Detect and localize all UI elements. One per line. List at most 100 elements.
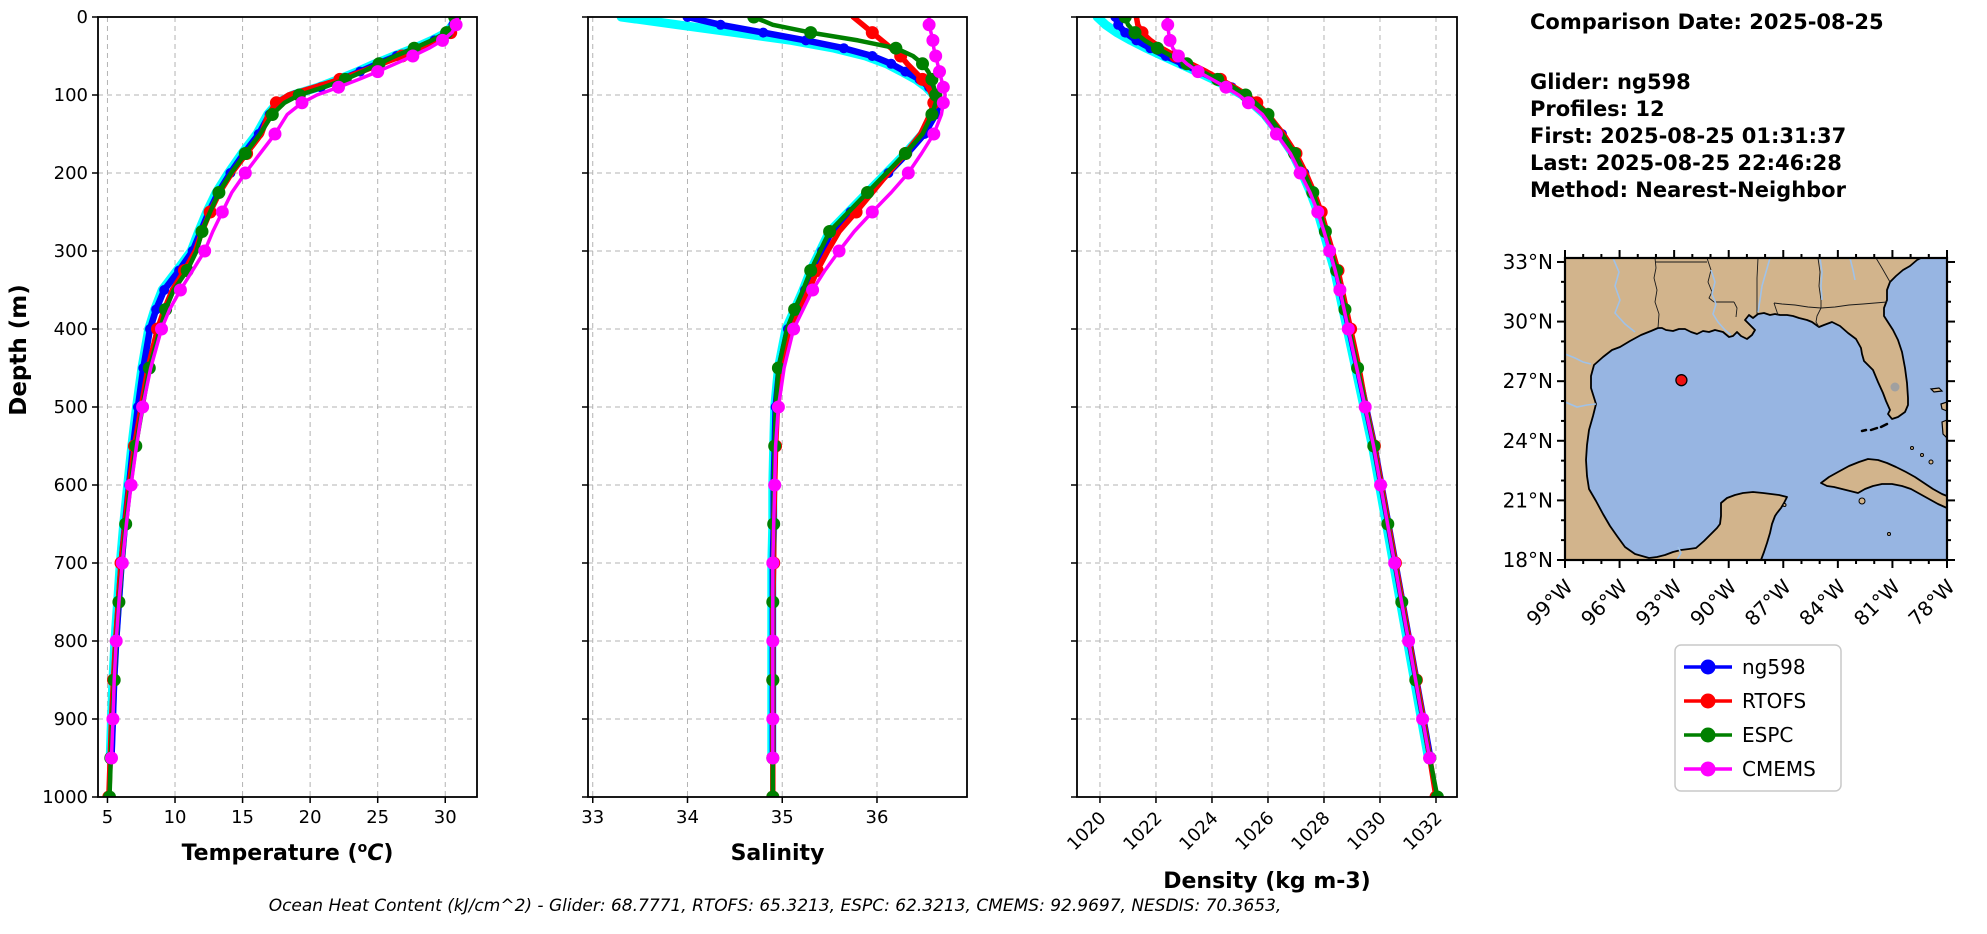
data-point [1191, 65, 1205, 79]
ohc-note: Ocean Heat Content (kJ/cm^2) - Glider: 6… [268, 896, 1282, 916]
map-lon-label: 93°W [1631, 574, 1687, 630]
x-tick-label: 1028 [1287, 808, 1334, 855]
data-point [916, 72, 929, 86]
map-lon-label: 81°W [1849, 574, 1905, 630]
ng598-markers [106, 17, 462, 763]
data-point [371, 65, 385, 79]
data-point [929, 49, 943, 63]
data-point [1241, 96, 1255, 110]
CMEMS-line [1165, 17, 1432, 760]
x-tick-label: 1020 [1063, 808, 1110, 855]
data-point [238, 147, 252, 160]
data-point [886, 58, 897, 69]
map-lat-label: 21°N [1503, 488, 1553, 512]
data-point [766, 751, 780, 765]
data-point [1430, 790, 1444, 797]
data-point [1269, 127, 1283, 141]
data-point [265, 108, 279, 121]
x-tick-label: 1026 [1231, 808, 1278, 855]
data-point [115, 556, 129, 570]
map-lat-labels: 33°N 30°N 27°N 24°N 21°N 18°N [1503, 250, 1553, 572]
comparison-date-text: Comparison Date: 2025-08-25 [1530, 10, 1884, 34]
RTOFS-markers [102, 26, 458, 797]
data-point [766, 634, 780, 648]
map-island [1782, 503, 1787, 507]
data-point [865, 26, 879, 40]
map-island [1887, 532, 1891, 536]
data-point [715, 19, 726, 30]
data-point [1388, 556, 1402, 570]
map-island [1920, 453, 1924, 457]
y-tick-label: 100 [54, 85, 88, 106]
density-series [1092, 17, 1444, 797]
y-tick-label: 1000 [42, 787, 88, 808]
x-tick-label: 36 [866, 807, 889, 828]
density-ticks [1071, 16, 1437, 803]
map-state-border [1773, 302, 1822, 309]
map-state-border [1820, 301, 1888, 309]
data-point [747, 17, 761, 24]
data-point [103, 790, 116, 797]
ng598-legend-label: ng598 [1742, 655, 1806, 679]
data-point [927, 127, 941, 141]
gulf-map: 33°N 30°N 27°N 24°N 21°N 18°N99°W96°W93°W90°W… [1503, 250, 1960, 631]
data-point [865, 205, 879, 219]
x-tick-label: 1022 [1119, 808, 1166, 855]
data-point [766, 712, 780, 726]
map-island-bahamas [1941, 419, 1947, 439]
data-point [268, 127, 282, 141]
ng598-markers [682, 17, 945, 763]
salinity-series [616, 17, 950, 797]
data-point [674, 20, 682, 29]
temperature-axis-label: Temperature (oC) [182, 840, 394, 866]
map-lat-label: 24°N [1503, 429, 1553, 453]
x-tick-label: 35 [771, 807, 794, 828]
data-point [136, 400, 150, 414]
x-tick-label: 5 [102, 807, 113, 828]
y-tick-label: 0 [77, 7, 88, 28]
temperature-ticks [92, 16, 446, 803]
map-island [1910, 446, 1914, 450]
last-time-text: Last: 2025-08-25 22:46:28 [1530, 151, 1842, 175]
data-point [449, 18, 463, 32]
y-tick-label: 900 [54, 709, 88, 730]
data-point [916, 57, 929, 71]
map-lat-label: 27°N [1503, 369, 1553, 393]
legend: ng598 RTOFS ESPC CMEMS [1674, 644, 1842, 792]
data-point [900, 66, 911, 77]
data-point [155, 322, 168, 336]
map-lake-okeechobee [1890, 382, 1900, 392]
map-island-bahamas [1940, 401, 1947, 412]
y-tick-label: 700 [54, 553, 88, 574]
data-point [771, 400, 785, 414]
data-point [936, 80, 950, 94]
data-point [198, 244, 212, 258]
density-profile-plot: 1020 1022 1024 1026 1028 1030 1032 Density (kg … [1063, 16, 1458, 894]
map-lat-label: 33°N [1503, 250, 1553, 274]
data-point [838, 43, 849, 54]
data-point [804, 26, 818, 40]
temperature-gridlines [98, 16, 477, 798]
x-tick-label: 33 [581, 807, 604, 828]
data-point [766, 790, 780, 797]
ESPC-legend-label: ESPC [1742, 723, 1793, 747]
map-river [1819, 258, 1823, 301]
map-state-border [1706, 258, 1715, 303]
data-point [436, 33, 449, 47]
map-state-border [1653, 258, 1660, 329]
glider-raw-line [105, 17, 460, 763]
data-point [1150, 41, 1164, 55]
map-island [1928, 459, 1934, 465]
data-point [1358, 400, 1372, 414]
map-lon-label: 99°W [1522, 574, 1578, 630]
data-point [1118, 17, 1132, 24]
x-tick-label: 25 [366, 807, 389, 828]
RTOFS-legend-marker [1700, 693, 1716, 709]
data-point [1113, 19, 1124, 30]
x-tick-label: 30 [434, 807, 457, 828]
map-lat-label: 30°N [1503, 310, 1553, 334]
map-lon-label: 84°W [1794, 574, 1850, 630]
map-lon-label: 90°W [1685, 574, 1741, 630]
x-tick-label: 15 [231, 807, 254, 828]
